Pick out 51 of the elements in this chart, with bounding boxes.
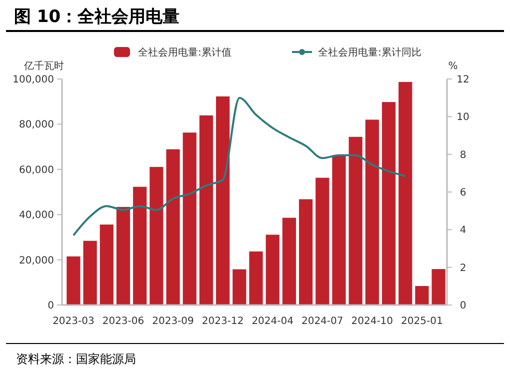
bar: [266, 234, 280, 305]
x-tick-label: 2023-06: [102, 316, 144, 327]
y2-tick-label: 0: [460, 300, 466, 312]
x-tick-label: 2024-04: [252, 316, 294, 327]
x-tick-label: 2024-10: [351, 316, 394, 327]
x-tick-label: 2023-03: [52, 316, 94, 327]
bar: [133, 186, 147, 305]
bar: [216, 96, 230, 305]
bar: [332, 156, 346, 305]
bar: [398, 82, 412, 305]
bar: [348, 136, 362, 305]
bar: [298, 199, 313, 305]
bar: [316, 178, 330, 305]
bar: [382, 102, 396, 305]
bar: [249, 251, 263, 305]
bar: [199, 115, 214, 305]
y2-axis-title: %: [448, 61, 458, 72]
bar: [116, 206, 130, 305]
bar: [182, 132, 196, 305]
chart-title: 图 10：全社会用电量: [14, 7, 180, 27]
x-tick-label: 2024-07: [301, 316, 344, 327]
bar: [150, 166, 164, 305]
bar: [66, 256, 80, 305]
y-axis-title: 亿千瓦时: [23, 60, 64, 72]
x-tick-label: 2025-01: [401, 316, 443, 327]
bar: [166, 149, 180, 305]
x-tick-label: 2023-12: [202, 316, 244, 327]
bar: [83, 240, 97, 305]
y-tick-label: 0: [48, 300, 54, 312]
y2-tick-label: 8: [460, 150, 466, 161]
bar: [232, 269, 246, 305]
y-tick-label: 100,000: [12, 74, 54, 86]
bar: [365, 120, 379, 305]
text: 资料来源：国家能源局: [16, 352, 136, 366]
bar: [415, 286, 429, 305]
bar: [432, 269, 446, 305]
y2-tick-label: 10: [456, 112, 470, 124]
y2-tick-label: 6: [460, 188, 466, 198]
y-tick-label: 60,000: [19, 164, 54, 176]
legend-label: 全社会用电量:累计同比: [318, 46, 422, 58]
bar: [100, 224, 114, 305]
x-tick-label: 2023-09: [152, 316, 194, 327]
y2-tick-label: 4: [460, 225, 466, 236]
y2-tick-label: 12: [456, 74, 470, 86]
y-tick-label: 40,000: [19, 210, 54, 222]
y-tick-label: 20,000: [19, 255, 54, 266]
legend-label: 全社会用电量:累计值: [138, 46, 232, 58]
y2-tick-label: 2: [460, 262, 466, 274]
line-series: [72, 96, 406, 236]
y-tick-label: 80,000: [19, 120, 54, 131]
bar: [282, 218, 296, 305]
